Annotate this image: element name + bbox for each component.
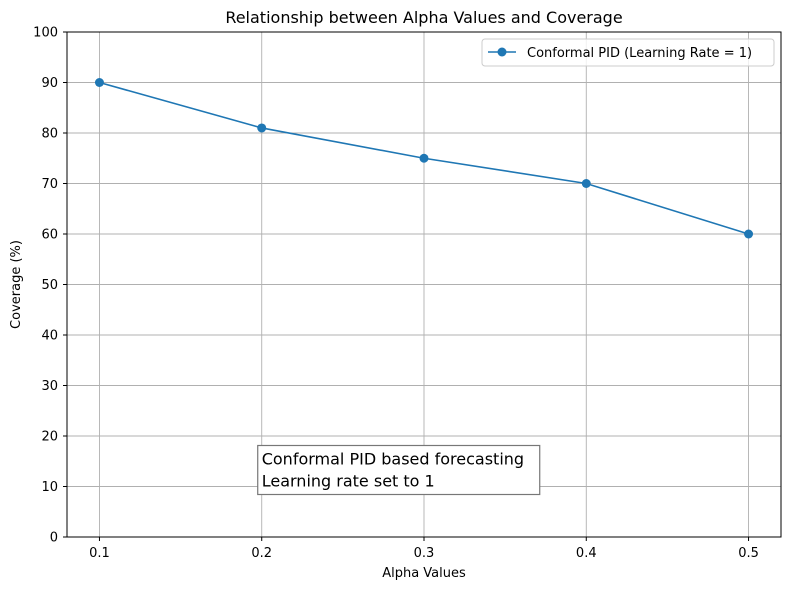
data-point <box>744 229 754 239</box>
y-tick-label: 20 <box>41 430 58 445</box>
ticks: 0.1 0.2 0.3 0.4 0.5 0 10 20 30 40 50 60 70 80 90 100 <box>33 26 759 562</box>
data-point <box>94 78 104 87</box>
y-tick-label: 0 <box>50 531 58 546</box>
x-tick-label: 0.1 <box>89 546 110 561</box>
legend-box <box>481 38 775 67</box>
annotation-box: Conformal PID based forecasting Learning… <box>257 444 541 496</box>
y-tick-label: 10 <box>41 480 58 495</box>
legend-marker <box>497 47 507 57</box>
y-tick-label: 80 <box>41 127 58 142</box>
annotation-frame <box>257 444 541 496</box>
y-tick-label: 40 <box>41 329 58 344</box>
annotation-line-2: Learning rate set to 1 <box>262 472 435 491</box>
chart-title: Relationship between Alpha Values and Co… <box>225 8 622 27</box>
annotation-line-1: Conformal PID based forecasting <box>262 450 524 469</box>
y-tick-label: 100 <box>33 26 58 41</box>
series-layer <box>94 78 754 239</box>
legend-entry: Conformal PID (Learning Rate = 1) <box>527 46 752 61</box>
x-tick-label: 0.3 <box>414 546 435 561</box>
legend: Conformal PID (Learning Rate = 1) <box>481 38 775 67</box>
x-axis-label: Alpha Values <box>382 566 466 581</box>
y-tick-label: 30 <box>41 379 58 394</box>
x-tick-label: 0.5 <box>738 546 759 561</box>
x-tick-label: 0.2 <box>251 546 272 561</box>
data-point <box>581 179 591 188</box>
x-tick-label: 0.4 <box>576 546 597 561</box>
y-tick-label: 70 <box>41 177 58 192</box>
y-tick-label: 60 <box>41 228 58 243</box>
y-tick-label: 50 <box>41 278 58 293</box>
data-point <box>419 153 429 163</box>
y-tick-label: 90 <box>41 76 58 91</box>
data-point <box>257 123 267 133</box>
y-axis-label: Coverage (%) <box>9 240 24 329</box>
